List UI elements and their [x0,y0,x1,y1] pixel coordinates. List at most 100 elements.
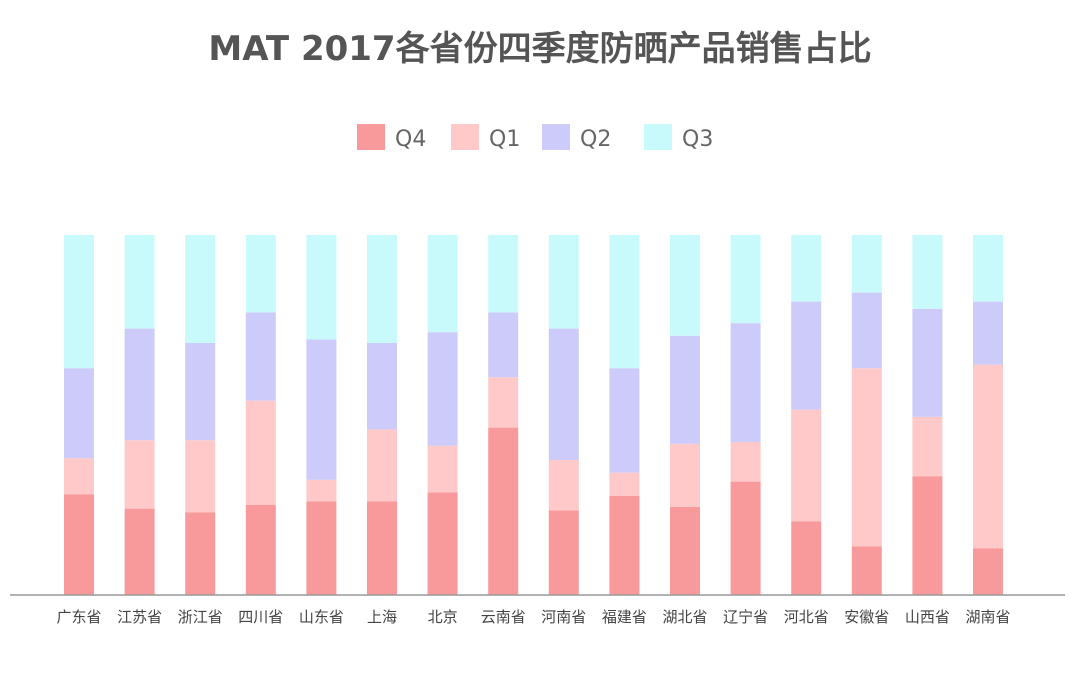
bar-stack [548,235,579,595]
bar-segment-q1 [245,400,276,505]
x-tick-label: 四川省 [238,608,283,626]
bar-segment-q4 [488,427,519,595]
bar-segment-q2 [185,343,216,441]
bar-stack [791,235,822,595]
bar-segment-q2 [851,292,882,369]
x-tick-label: 辽宁省 [723,608,768,626]
bar-segment-q2 [609,368,640,473]
bar-segment-q1 [973,364,1003,549]
bar-segment-q2 [64,368,94,459]
bar-stack [851,235,882,595]
bar-segment-q2 [548,328,579,460]
bar-segment-q4 [124,508,155,595]
bar-stack [124,235,155,595]
bar-segment-q3 [548,235,579,329]
bar-segment-q4 [306,501,337,595]
x-tick-label: 北京 [428,608,458,626]
x-tick-label: 山西省 [905,608,950,626]
bar-segment-q4 [548,510,579,595]
bar-segment-q2 [973,301,1003,365]
bar-segment-q4 [851,546,882,595]
bar-segment-q4 [912,476,943,595]
bar-segment-q2 [367,343,397,430]
bar-segment-q4 [609,496,640,595]
x-tick-label: 浙江省 [178,608,223,626]
bar-segment-q3 [609,235,640,369]
bar-segment-q1 [670,443,700,507]
x-tick-label: 安徽省 [844,608,889,626]
bar-stack [185,235,216,595]
bar-segment-q1 [185,440,216,513]
bar-segment-q2 [124,328,155,441]
bar-segment-q2 [730,323,761,442]
x-tick-labels: 广东省 江苏省 浙江省 四川省 山东省 上海 北京 云南省 河南省 福建省 湖北省 辽宁省 河北省 安徽省… [56,608,1010,626]
x-tick-label: 江苏省 [117,608,162,626]
bar-segment-q4 [64,494,94,595]
bar-segment-q3 [730,235,761,324]
legend-label-q2: Q2 [580,127,611,152]
bar-stack [64,235,94,595]
bar-segment-q1 [730,442,761,482]
bar-segment-q1 [912,416,943,477]
bar-segment-q2 [306,339,337,480]
x-tick-label: 河南省 [541,608,586,626]
bar-segment-q2 [427,332,458,446]
bar-stack [306,235,337,595]
bar-segment-q1 [791,409,822,522]
bar-segment-q2 [912,308,943,417]
legend-swatch-q2 [542,124,570,150]
bar-segment-q3 [306,235,337,340]
bar-stack [670,235,700,595]
bar-segment-q3 [973,235,1003,302]
chart-title: MAT 2017各省份四季度防晒产品销售占比 [208,29,871,69]
bar-segment-q1 [851,368,882,547]
x-tick-label: 湖南省 [965,608,1010,626]
bar-segment-q3 [912,235,943,309]
bar-segment-q3 [185,235,216,343]
bar-segment-q3 [427,235,458,333]
bar-stack [427,235,458,595]
legend-swatch-q4 [357,124,385,150]
x-tick-label: 湖北省 [662,608,707,626]
bar-segment-q3 [367,235,397,343]
bar-segment-q1 [64,458,94,495]
bar-segment-q4 [670,506,700,595]
bar-segment-q1 [488,377,519,428]
bar-segment-q4 [791,521,822,595]
bar-segment-q4 [973,548,1003,595]
bar-stack [488,235,519,595]
bar-segment-q3 [488,235,519,313]
legend-swatch-q3 [644,124,672,150]
bar-stack [973,235,1003,595]
x-tick-label: 广东省 [56,608,101,626]
bar-segment-q4 [185,512,216,595]
bar-segment-q4 [730,481,761,595]
bar-stack [730,235,761,595]
bar-segment-q1 [548,460,579,511]
bar-segment-q4 [367,501,397,595]
bar-segment-q4 [427,492,458,595]
bar-segment-q3 [245,235,276,313]
bar-segment-q2 [791,301,822,410]
bar-segment-q3 [670,235,700,336]
bar-segment-q3 [851,235,882,293]
legend-label-q1: Q1 [489,127,520,152]
legend-swatch-q1 [451,124,479,150]
bar-segment-q2 [488,312,519,378]
x-tick-label: 上海 [367,608,397,626]
legend: Q4 Q1 Q2 Q3 [357,124,713,152]
bar-segment-q2 [670,335,700,444]
bar-stack [912,235,943,595]
x-tick-label: 福建省 [602,608,647,626]
x-tick-label: 云南省 [481,608,526,626]
bar-segment-q4 [245,505,276,595]
bars-layer [64,235,1003,595]
bar-segment-q1 [367,429,397,502]
x-tick-label: 山东省 [299,608,344,626]
bar-segment-q3 [791,235,822,302]
legend-label-q4: Q4 [395,127,426,152]
legend-label-q3: Q3 [682,127,713,152]
bar-segment-q3 [124,235,155,329]
bar-stack [609,235,640,595]
